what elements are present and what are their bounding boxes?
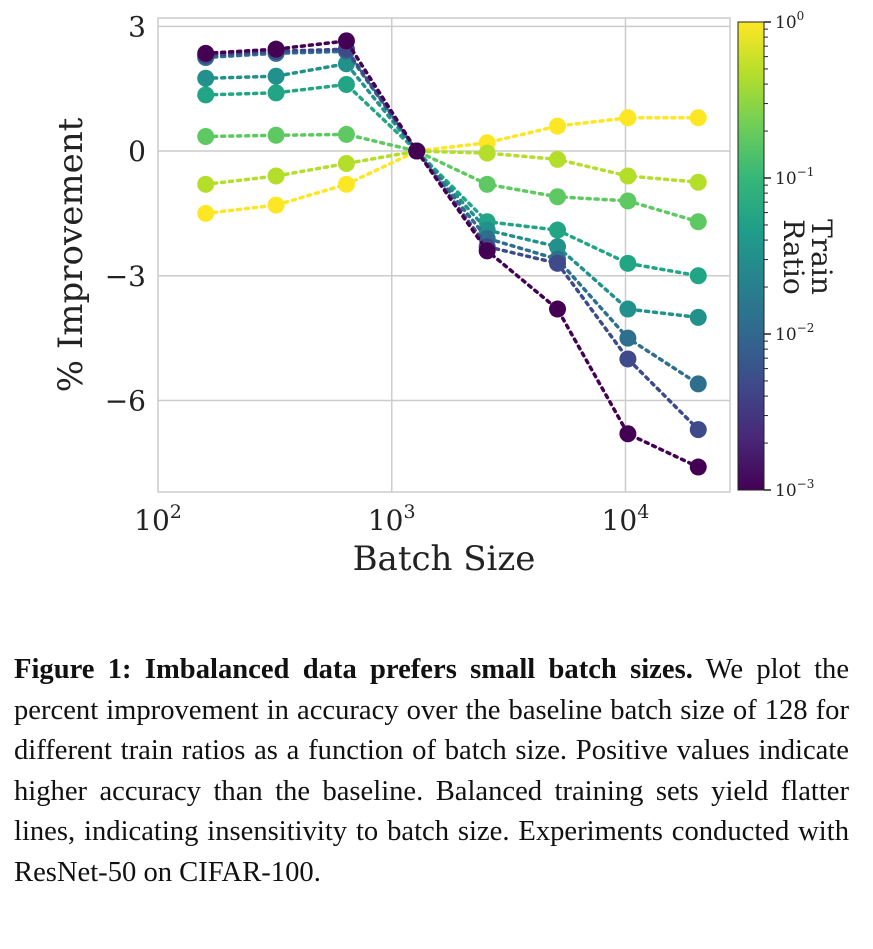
chart: 102 103 104 3 0 −3 −6 Batch Size % Improvement… — [51, 9, 838, 579]
data-point — [267, 126, 285, 144]
data-point — [549, 254, 567, 272]
colorbar-label-line2: Ratio — [777, 219, 810, 294]
series-line — [203, 149, 701, 187]
series-group — [197, 142, 707, 193]
colorbar-label-line1: Train — [805, 219, 838, 295]
y-tick-label: 0 — [128, 135, 146, 168]
colorbar: 100 10−1 10−2 10−3 Train Ratio — [737, 9, 838, 501]
data-point — [619, 300, 637, 318]
data-point — [619, 109, 637, 127]
series-line — [203, 116, 701, 216]
x-tick-label: 104 — [602, 501, 650, 537]
data-point — [267, 40, 285, 58]
series-line — [203, 49, 701, 386]
data-point — [267, 84, 285, 102]
data-point — [197, 128, 215, 145]
data-point — [549, 300, 567, 318]
data-point — [478, 175, 496, 193]
x-axis-title: Batch Size — [353, 539, 536, 579]
plot-frame — [157, 17, 731, 493]
x-tick-label: 102 — [134, 501, 182, 537]
data-point — [619, 167, 637, 185]
data-point — [549, 150, 567, 168]
colorbar-tick-label: 10−1 — [775, 165, 814, 189]
data-point — [549, 117, 567, 135]
colorbar-tick-label: 10−2 — [775, 321, 814, 345]
data-point — [689, 173, 707, 191]
data-point — [337, 32, 355, 50]
data-point — [337, 55, 355, 73]
figure-caption: Figure 1: Imbalanced data prefers small … — [14, 650, 849, 894]
colorbar-ticks: 100 10−1 10−2 10−3 — [764, 9, 814, 501]
data-point — [267, 196, 285, 214]
data-point — [337, 76, 355, 94]
data-point — [478, 144, 496, 162]
colorbar-tick-label: 100 — [775, 9, 804, 33]
series-line — [203, 61, 701, 320]
data-point — [689, 421, 707, 439]
data-point — [337, 155, 355, 173]
data-point — [197, 204, 215, 222]
series-line — [203, 132, 701, 224]
y-tick-label: −3 — [105, 260, 146, 293]
data-point — [619, 350, 637, 368]
data-point — [619, 425, 637, 443]
data-point — [689, 308, 707, 326]
x-tick-label: 103 — [368, 501, 416, 537]
data-point — [689, 213, 707, 231]
data-point — [689, 458, 707, 476]
data-point — [337, 125, 355, 143]
data-point — [549, 238, 567, 256]
series-line — [203, 47, 701, 432]
data-point — [197, 175, 215, 193]
data-point — [619, 192, 637, 210]
series-group — [197, 32, 707, 476]
series-line — [203, 39, 701, 469]
caption-title: Figure 1: Imbalanced data prefers small … — [14, 654, 693, 685]
colorbar-tick-label: 10−3 — [775, 477, 814, 501]
data-point — [337, 175, 355, 193]
data-point — [619, 254, 637, 272]
series-layer — [197, 32, 707, 476]
axis-layer: 102 103 104 3 0 −3 −6 — [105, 10, 650, 537]
data-point — [689, 375, 707, 393]
data-point — [197, 86, 215, 104]
y-axis-title: % Improvement — [51, 117, 91, 392]
data-point — [267, 67, 285, 85]
data-point — [549, 221, 567, 239]
colorbar-gradient — [737, 21, 765, 491]
data-point — [478, 242, 496, 260]
y-tick-label: 3 — [128, 10, 146, 43]
data-point — [689, 109, 707, 127]
data-point — [197, 44, 215, 62]
data-point — [267, 167, 285, 185]
data-point — [197, 69, 215, 87]
data-point — [619, 329, 637, 347]
data-point — [549, 188, 567, 206]
data-point — [408, 142, 426, 160]
caption-body: We plot the percent improvement in accur… — [14, 654, 850, 888]
series-line — [203, 82, 701, 278]
data-point — [689, 267, 707, 285]
y-tick-label: −6 — [105, 385, 146, 418]
grid-layer — [158, 18, 730, 492]
